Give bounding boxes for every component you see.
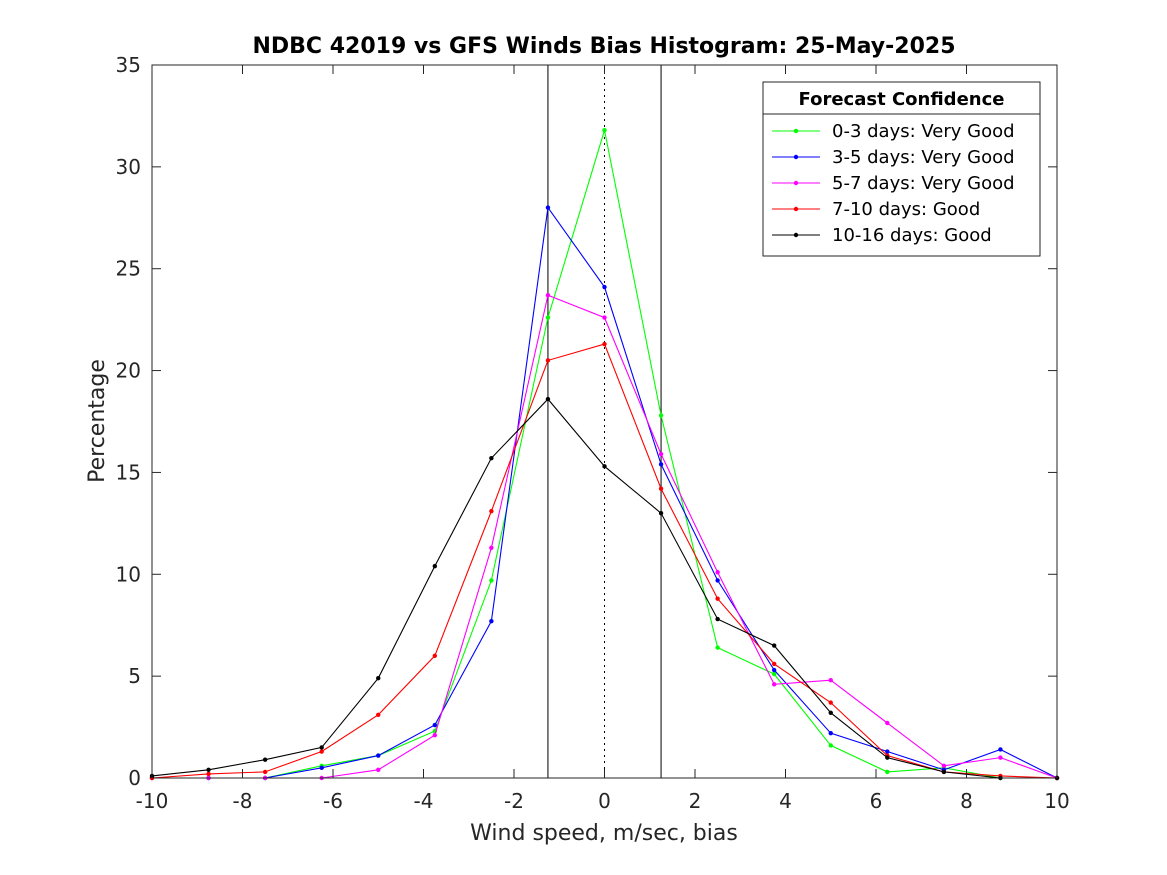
series-layer [149, 127, 1060, 781]
legend-box [762, 81, 1041, 257]
legend-swatch-marker-4 [793, 232, 799, 238]
series-4-point-2 [262, 757, 268, 762]
legend-label-3: 7-10 days: Good [832, 199, 980, 220]
series-4-point-1 [206, 767, 211, 773]
series-1-point-12 [828, 730, 833, 736]
series-4-point-13 [885, 755, 890, 760]
x-tick-label-6: 2 [689, 789, 702, 813]
series-4-point-11 [771, 643, 777, 648]
series-2-point-12 [828, 678, 833, 683]
series-4-point-3 [319, 745, 324, 750]
x-tick-label-10: 10 [1044, 789, 1069, 813]
series-2-point-10 [715, 570, 720, 575]
series-0-point-12 [828, 743, 833, 748]
series-4-point-6 [489, 455, 494, 461]
series-4-point-12 [828, 710, 833, 716]
series-3-point-11 [771, 661, 777, 667]
legend-swatch-marker-3 [793, 206, 799, 212]
series-0-point-11 [771, 671, 777, 677]
series-1-point-13 [885, 749, 890, 754]
series-4-point-14 [941, 769, 947, 775]
series-2-point-7 [545, 292, 551, 298]
legend-label-0: 0-3 days: Very Good [832, 121, 1015, 142]
series-2-point-13 [885, 720, 890, 726]
series-0-point-13 [885, 769, 890, 775]
series-3-point-2 [262, 769, 268, 775]
x-tick-label-4: -2 [504, 789, 524, 813]
series-1-point-5 [432, 722, 438, 728]
x-tick-label-7: 4 [779, 789, 792, 813]
series-3-point-4 [376, 712, 381, 718]
series-4-point-4 [376, 675, 381, 681]
y-axis-title: Percentage [85, 359, 110, 483]
series-3-point-12 [828, 700, 833, 705]
y-tick-label-0: 0 [128, 766, 141, 790]
series-2-point-9 [658, 451, 664, 457]
series-1-point-15 [998, 747, 1003, 752]
series-2-point-6 [489, 545, 494, 551]
series-4-point-8 [602, 464, 607, 469]
series-0-point-7 [545, 315, 551, 320]
series-2-point-5 [432, 733, 438, 738]
y-tick-label-5: 25 [116, 257, 141, 281]
legend-swatch-marker-0 [793, 128, 799, 134]
series-1-point-4 [376, 753, 381, 758]
x-tick-label-2: -6 [323, 789, 343, 813]
x-tick-label-9: 8 [960, 789, 973, 813]
series-1-point-9 [658, 462, 664, 467]
y-tick-label-3: 15 [116, 460, 141, 484]
series-0-point-10 [715, 645, 720, 650]
series-3-point-8 [602, 341, 607, 347]
series-3-point-10 [715, 596, 720, 601]
series-1-point-7 [545, 205, 551, 210]
series-1-point-3 [319, 765, 324, 771]
series-3-point-6 [489, 508, 494, 514]
y-tick-label-7: 35 [116, 53, 141, 77]
y-tick-label-6: 30 [116, 155, 141, 179]
x-axis-title: Wind speed, m/sec, bias [470, 821, 738, 846]
x-tick-label-0: -10 [136, 789, 169, 813]
legend-swatch-marker-2 [793, 180, 799, 186]
x-tick-label-3: -4 [414, 789, 434, 813]
series-0-point-8 [602, 127, 607, 133]
series-1-point-8 [602, 284, 607, 290]
series-2-point-15 [998, 755, 1003, 760]
series-4-point-10 [715, 616, 720, 622]
legend-label-4: 10-16 days: Good [832, 225, 992, 246]
reference-lines [547, 65, 662, 778]
series-3-point-3 [319, 749, 324, 754]
series-1-point-6 [489, 618, 494, 624]
y-tick-label-1: 5 [128, 664, 141, 688]
series-1-point-10 [715, 578, 720, 583]
legend: Forecast Confidence 0-3 days: Very Good 3-… [762, 81, 1041, 257]
series-3-point-1 [206, 771, 211, 777]
y-tick-label-2: 10 [116, 562, 141, 586]
series-1-point-11 [771, 667, 777, 673]
x-tick-label-1: -8 [233, 789, 253, 813]
series-2-point-8 [602, 315, 607, 320]
x-tick-label-8: 6 [870, 789, 883, 813]
legend-label-1: 3-5 days: Very Good [832, 147, 1015, 168]
x-tick-label-5: 0 [598, 789, 611, 813]
series-0-point-9 [658, 413, 664, 418]
series-2-point-14 [941, 763, 947, 768]
y-tick-label-4: 20 [116, 359, 141, 383]
series-0-point-6 [489, 578, 494, 583]
series-4-point-7 [545, 396, 551, 402]
series-3-point-5 [432, 653, 438, 658]
series-3-point-7 [545, 358, 551, 363]
series-2-point-4 [376, 767, 381, 773]
legend-swatch-marker-1 [793, 154, 799, 160]
axes: -10 -8 -6 -4 -2 0 2 4 6 8 10 0 5 10 15 20 25 30 35 [116, 53, 1070, 813]
legend-title: Forecast Confidence [799, 89, 1005, 110]
series-2-point-11 [771, 682, 777, 687]
series-3-point-9 [658, 486, 664, 491]
legend-label-2: 5-7 days: Very Good [832, 173, 1015, 194]
series-4-point-9 [658, 510, 664, 516]
chart-title: NDBC 42019 vs GFS Winds Bias Histogram: … [252, 34, 955, 59]
series-4-point-5 [432, 563, 438, 569]
